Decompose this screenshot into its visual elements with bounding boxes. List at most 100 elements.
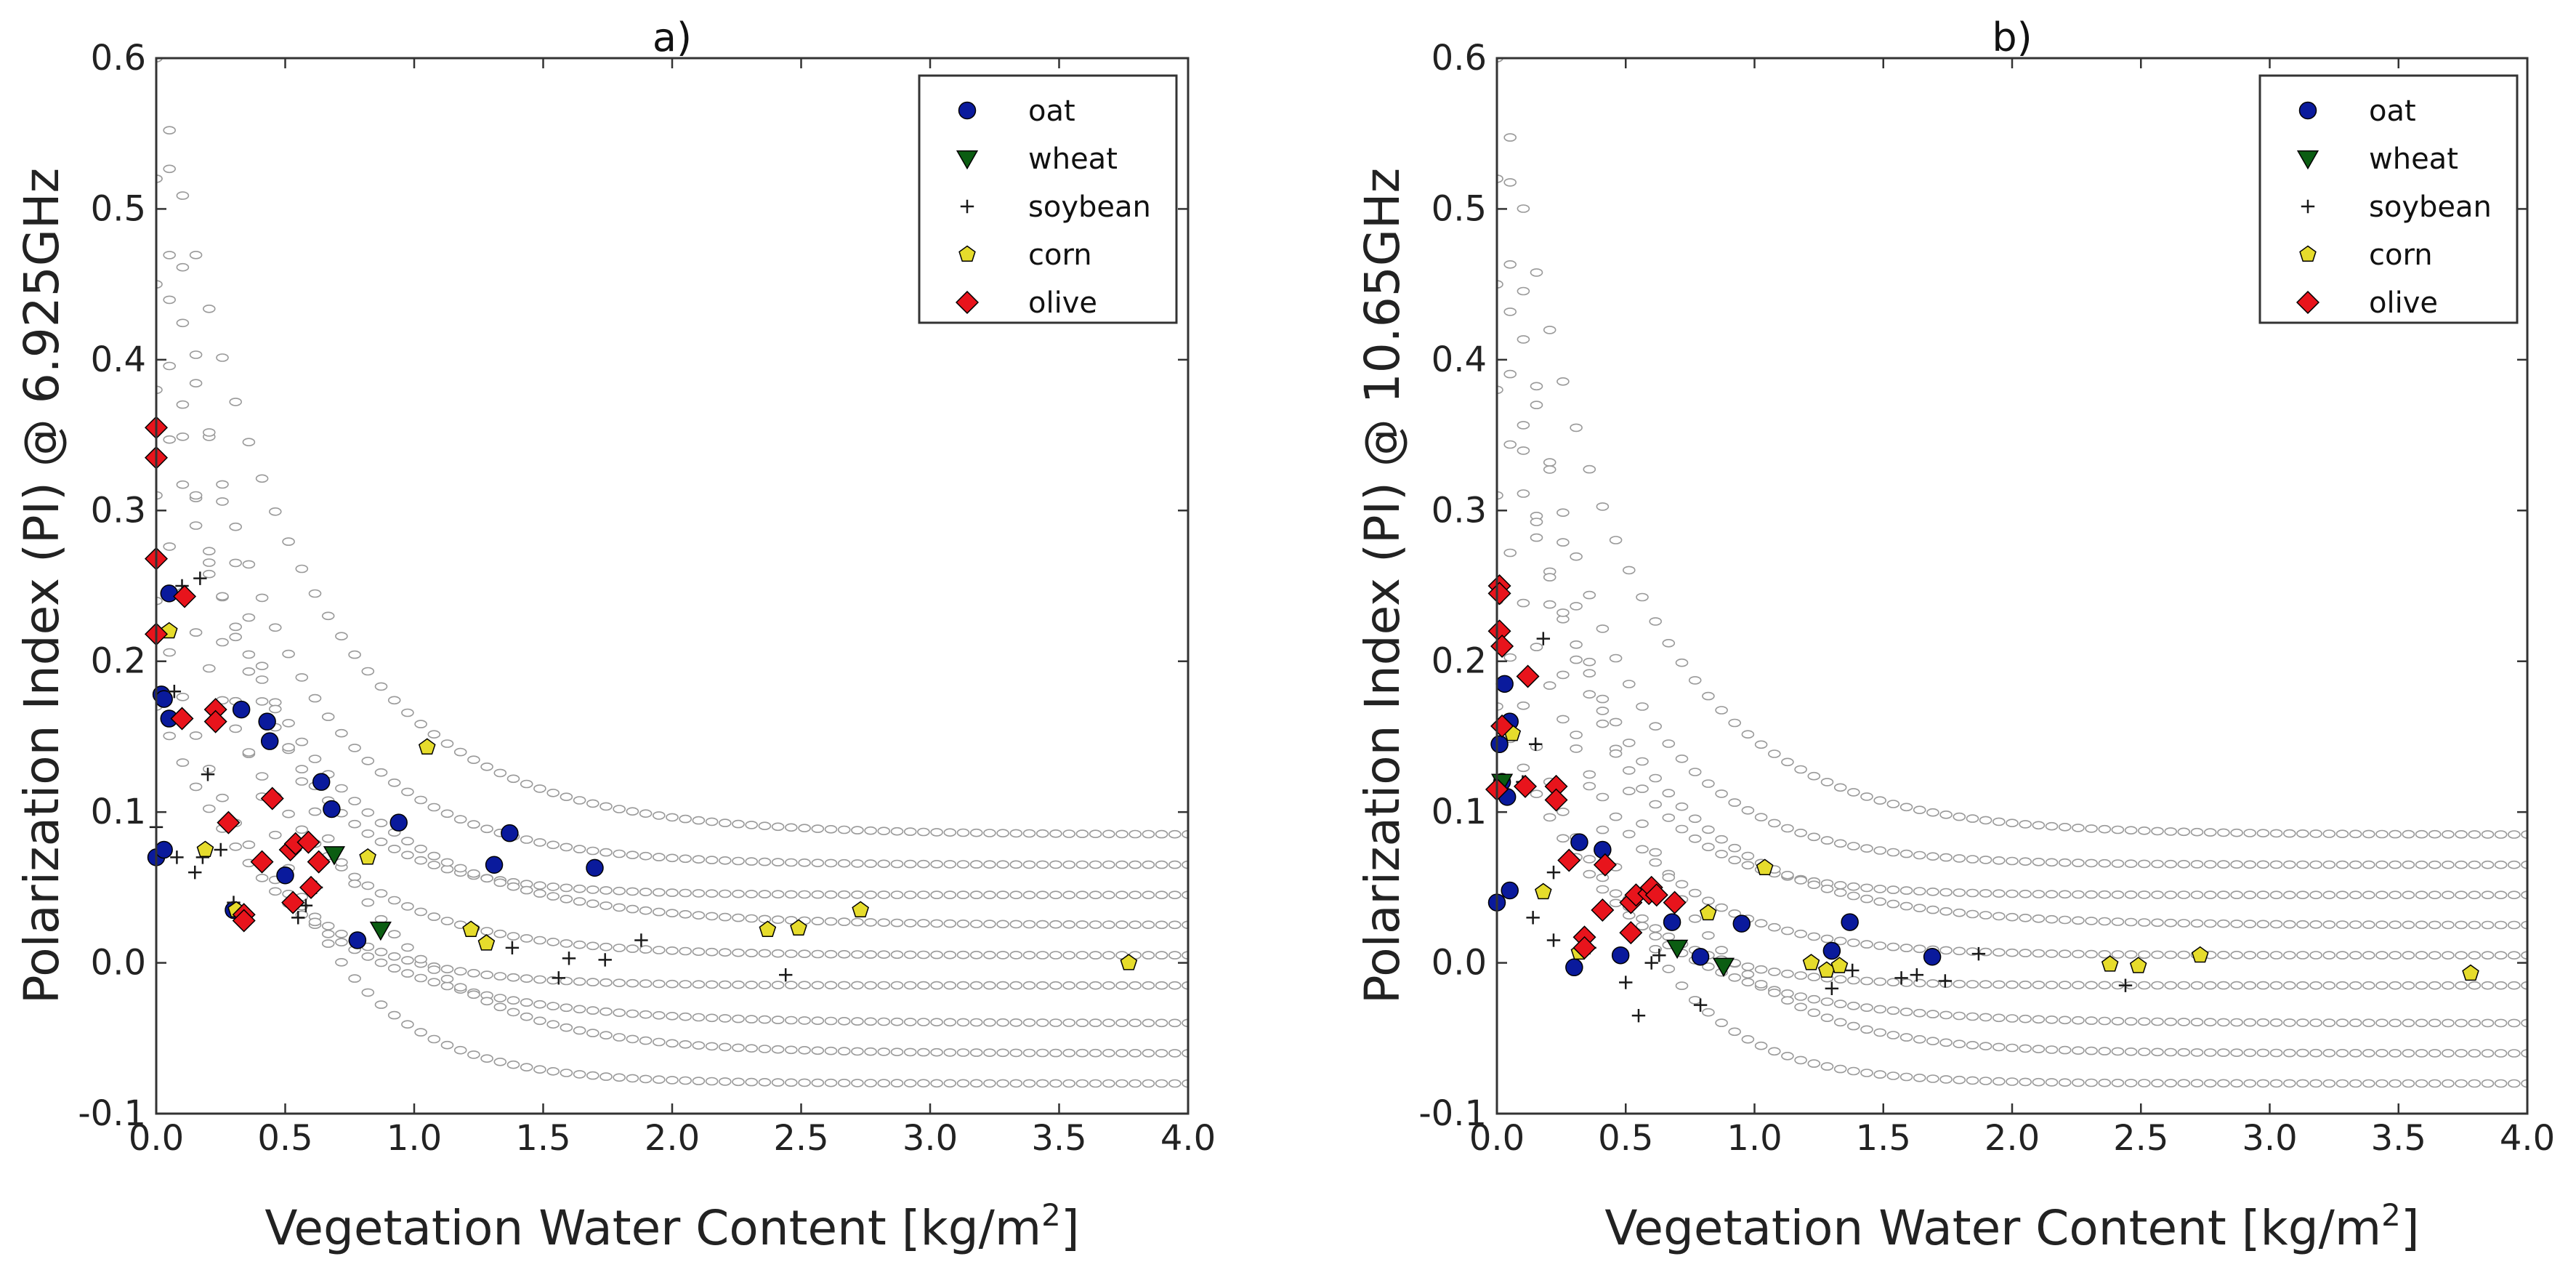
soybean-point <box>2118 978 2133 992</box>
model-curve-point <box>1503 307 1517 316</box>
model-curve-point <box>1847 1002 1860 1010</box>
model-curve-point <box>2006 948 2019 957</box>
model-curve-point <box>2481 860 2495 869</box>
model-curve-point <box>1530 382 1543 391</box>
model-curve-point <box>1009 860 1023 869</box>
model-curve-point <box>745 857 758 866</box>
model-curve-point <box>1649 773 1662 783</box>
model-curve-point <box>163 542 176 551</box>
model-curve-point <box>626 944 639 953</box>
soybean-point <box>188 865 202 880</box>
model-curve-point <box>1741 970 1755 979</box>
model-curve-point <box>1860 1003 1873 1012</box>
model-curve-point <box>189 521 203 530</box>
model-curve-point <box>798 1016 811 1025</box>
model-curve-point <box>1728 843 1741 853</box>
model-curve-point <box>2256 1018 2270 1027</box>
model-curve-point <box>851 950 864 959</box>
model-curve-point <box>2508 1079 2521 1088</box>
olive-point <box>281 890 305 914</box>
model-curve-point <box>1688 914 1702 923</box>
model-curve-point <box>1168 920 1182 930</box>
model-curve-point <box>374 889 388 898</box>
model-curve-point <box>890 890 904 899</box>
model-curve-point <box>1155 890 1168 899</box>
model-curve-point <box>1807 932 1821 941</box>
model-curve-point <box>255 675 269 684</box>
model-curve-point <box>1049 890 1062 899</box>
model-curve-point <box>2058 981 2072 989</box>
model-curve-point <box>453 983 467 992</box>
model-curve-point <box>851 981 864 990</box>
model-curve-point <box>2521 1049 2527 1058</box>
model-curve-point <box>2032 1015 2046 1024</box>
soybean-point <box>1910 968 1924 982</box>
model-curve-point <box>586 899 599 908</box>
model-curve-point <box>745 981 758 989</box>
model-curve-point <box>2098 981 2112 990</box>
model-curve-point <box>851 826 864 834</box>
model-curve-point <box>1913 978 1926 988</box>
model-curve-point <box>745 949 758 957</box>
model-curve-point <box>1009 890 1023 899</box>
model-curve-point <box>626 887 639 896</box>
model-curve-point <box>1847 1066 1860 1076</box>
model-curve-point <box>1913 1074 1926 1082</box>
model-curve-point <box>2283 860 2296 869</box>
model-curve-point <box>666 909 679 917</box>
corn-point <box>759 920 777 937</box>
soybean-point <box>214 842 227 857</box>
legend-olive-marker <box>2296 290 2320 315</box>
model-curve-point <box>2256 860 2270 869</box>
model-curve-point <box>560 939 573 948</box>
model-curve-point <box>427 912 441 921</box>
model-curve-point <box>983 1079 996 1088</box>
model-curve-point <box>2335 1018 2349 1027</box>
model-curve-point <box>1768 968 1781 976</box>
model-curve-point <box>1899 901 1913 911</box>
model-curve-point <box>983 890 996 899</box>
model-curve-point <box>586 1029 599 1037</box>
model-curve-point <box>2442 860 2455 869</box>
model-curve-point <box>427 803 441 812</box>
model-curve-point <box>1833 936 1847 946</box>
model-curve-point <box>718 1077 732 1086</box>
model-curve-point <box>401 969 414 978</box>
oat-point <box>155 840 173 859</box>
model-curve-point <box>1926 979 1939 988</box>
model-curve-point <box>308 693 322 703</box>
model-curve-point <box>2428 1018 2442 1028</box>
legend-oat-label: oat <box>1028 94 1075 128</box>
model-curve-point <box>903 890 917 899</box>
model-curve-point <box>202 664 216 673</box>
model-curve-point <box>1715 706 1728 715</box>
model-curve-point <box>983 1018 996 1027</box>
model-curve-point <box>666 1012 679 1021</box>
chart-panel-b: 0.0 0.5 1.0 1.5 2.0 2.5 3.0 3.5 4.0-0.10.00.10.2… <box>1354 15 2555 1256</box>
model-curve-point <box>1847 1021 1860 1031</box>
corn-point <box>1830 957 1849 973</box>
model-curve-point <box>1623 829 1636 839</box>
model-curve-point <box>1530 643 1543 651</box>
model-curve-point <box>1570 602 1583 611</box>
model-curve-point <box>1992 980 2006 989</box>
model-curve-point <box>1503 178 1517 187</box>
y-tick-label: 0.5 <box>91 188 146 229</box>
y-tick-label: 0.1 <box>1432 792 1487 832</box>
model-curve-point <box>1035 890 1049 899</box>
model-curve-point <box>1886 800 1900 808</box>
model-curve-point <box>2085 824 2098 833</box>
model-curve-point <box>242 840 256 849</box>
model-curve-point <box>216 637 229 647</box>
model-curve-point <box>1530 533 1543 542</box>
model-curve-point <box>387 779 401 787</box>
model-curve-point <box>2335 951 2349 960</box>
model-curve-point <box>811 1016 825 1025</box>
model-curve-point <box>2085 1016 2098 1025</box>
model-curve-point <box>1035 829 1049 838</box>
model-curve-point <box>2269 920 2283 929</box>
model-curve-point <box>2164 1047 2177 1057</box>
model-curve-point <box>758 1045 772 1053</box>
model-curve-point <box>361 667 375 676</box>
y-tick-label: 0.3 <box>91 490 146 531</box>
